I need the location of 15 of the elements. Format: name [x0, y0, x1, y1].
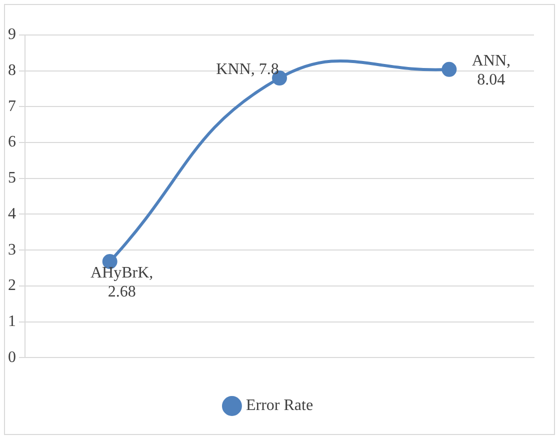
y-tick-label: 9 — [8, 26, 16, 44]
text: KNN, 7.8 — [216, 61, 279, 78]
y-tick-label: 7 — [8, 98, 16, 115]
text: ANN, 8.04 — [472, 52, 511, 89]
y-tick-label: 6 — [8, 134, 16, 151]
y-tick-label: 3 — [8, 241, 16, 258]
y-tick-label: 5 — [8, 170, 16, 187]
y-tick-label: 0 — [8, 348, 16, 366]
text: AHyBrK, 2.68 — [90, 264, 154, 301]
y-tick-label: 1 — [8, 312, 16, 330]
legend-label: Error Rate — [246, 397, 314, 414]
y-tick-label: 2 — [8, 277, 16, 294]
y-tick-label: 8 — [8, 62, 16, 80]
y-tick-label: 4 — [8, 205, 16, 222]
point — [442, 62, 457, 77]
